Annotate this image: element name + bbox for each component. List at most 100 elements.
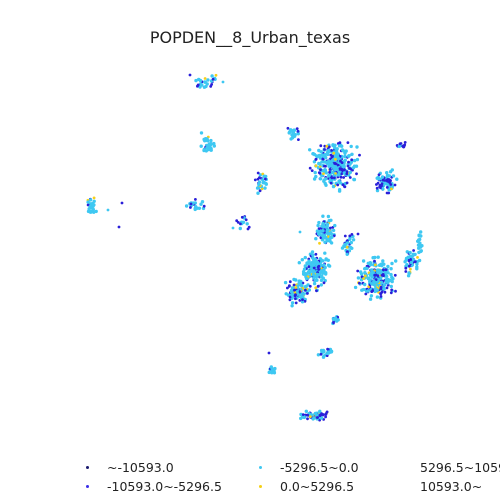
map-point — [314, 158, 318, 161]
map-point — [419, 249, 423, 254]
map-point — [317, 220, 321, 225]
map-point — [264, 181, 268, 186]
map-point — [384, 268, 388, 272]
map-point — [305, 261, 310, 266]
map-point — [390, 288, 394, 292]
map-point — [376, 274, 380, 278]
map-point — [326, 263, 331, 267]
legend-item-2: -10593.0~-5296.5 — [84, 479, 222, 494]
map-point — [362, 277, 365, 280]
map-point — [330, 158, 335, 163]
map-point — [288, 280, 292, 284]
map-point — [371, 270, 375, 274]
map-point — [380, 290, 384, 294]
map-point — [298, 290, 302, 294]
map-point — [200, 83, 204, 87]
map-point — [366, 276, 371, 280]
map-point — [379, 280, 383, 284]
map-point — [356, 232, 360, 236]
map-point — [264, 177, 267, 181]
map-point — [389, 272, 393, 277]
map-point — [319, 269, 323, 273]
map-point — [380, 273, 384, 277]
map-point — [349, 161, 353, 165]
legend-label-2: -10593.0~-5296.5 — [107, 479, 222, 494]
map-point — [349, 240, 353, 245]
map-point — [299, 412, 303, 417]
map-point — [335, 154, 339, 158]
map-point — [322, 263, 326, 267]
map-point — [212, 144, 216, 148]
map-point — [332, 176, 336, 180]
map-point — [379, 285, 383, 289]
map-point — [363, 282, 367, 287]
map-point — [303, 299, 307, 303]
map-point — [336, 318, 340, 322]
map-point — [332, 321, 335, 325]
map-point — [341, 149, 346, 153]
map-point — [323, 240, 327, 244]
map-point — [385, 286, 389, 290]
map-point — [189, 202, 193, 206]
map-point — [352, 158, 357, 163]
map-point — [407, 271, 411, 275]
map-point — [339, 175, 343, 179]
map-point — [318, 156, 323, 160]
map-point — [322, 234, 327, 238]
map-point — [416, 256, 419, 259]
legend-label-1: ~-10593.0 — [107, 460, 174, 475]
map-point — [290, 304, 294, 308]
map-point — [316, 416, 319, 419]
map-point — [209, 138, 213, 143]
map-point — [329, 181, 333, 185]
map-point — [375, 295, 380, 299]
map-point — [317, 284, 320, 288]
map-point — [380, 175, 385, 179]
map-point — [317, 264, 321, 268]
map-point — [345, 170, 349, 174]
map-point — [393, 273, 397, 277]
map-point — [261, 172, 265, 176]
map-point — [267, 370, 271, 375]
map-point — [417, 258, 422, 263]
map-point — [300, 258, 304, 262]
map-point — [334, 157, 337, 161]
map-point — [346, 164, 350, 168]
map-point — [290, 136, 295, 140]
map-point — [394, 259, 398, 263]
map-point — [311, 253, 315, 257]
map-point — [358, 281, 361, 285]
map-point — [347, 160, 350, 164]
map-point — [312, 276, 316, 280]
map-point — [256, 177, 260, 181]
map-point — [391, 174, 396, 178]
map-point — [310, 250, 315, 254]
map-point — [306, 413, 310, 417]
map-point — [283, 280, 288, 285]
map-point — [318, 241, 321, 245]
map-point — [313, 170, 317, 175]
map-point — [320, 224, 324, 228]
map-point — [333, 223, 337, 228]
map-point — [358, 153, 361, 157]
map-point — [290, 301, 295, 305]
map-point — [373, 273, 377, 277]
map-point — [330, 176, 334, 180]
map-point — [314, 237, 318, 241]
map-point — [302, 267, 307, 271]
map-point — [86, 203, 90, 207]
map-point — [303, 255, 307, 260]
map-point — [303, 264, 307, 268]
map-point — [306, 417, 309, 421]
map-point — [317, 227, 321, 231]
map-point — [288, 298, 292, 302]
map-point — [394, 289, 397, 293]
map-point — [203, 77, 207, 80]
map-point — [288, 295, 292, 299]
map-point — [290, 293, 294, 297]
map-point — [322, 172, 325, 176]
map-point — [327, 145, 331, 149]
map-point — [303, 285, 308, 289]
map-point — [231, 226, 235, 230]
map-point — [368, 297, 373, 301]
